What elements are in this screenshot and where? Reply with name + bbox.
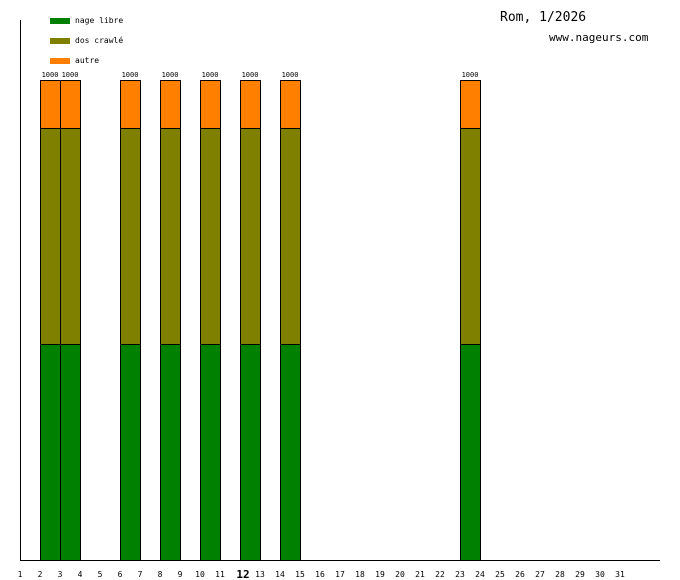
x-tick-label-day-19: 19: [375, 570, 385, 579]
x-tick-label-day-23: 23: [455, 570, 465, 579]
x-tick-label-day-1: 1: [18, 570, 23, 579]
x-tick-labels: 1 2 3 4 5 6 7 8 9 10 11 12 13 14 15 16 17 18 19 20 21 22 23 24 2…: [18, 568, 625, 580]
chart-title: Rom, 1/2026: [500, 10, 587, 25]
bar-segment-day-3-autre: [60, 80, 81, 129]
x-tick-label-day-8: 8: [158, 570, 163, 579]
x-tick-label-day-13: 13: [255, 570, 265, 579]
legend-label: nage libre: [75, 16, 124, 25]
x-tick-label-day-5: 5: [98, 570, 103, 579]
bars: [40, 80, 481, 561]
x-tick-label-day-20: 20: [395, 570, 405, 579]
bar-segment-day-8-autre: [160, 80, 181, 129]
total-label-day-3: 1000: [62, 71, 79, 79]
bar-segment-day-8-nage-libre: [160, 344, 181, 561]
total-label-day-14: 1000: [282, 71, 299, 79]
bar-segment-day-8-dos-crawl-: [160, 128, 181, 345]
total-label-day-6: 1000: [122, 71, 139, 79]
x-tick-label-day-3: 3: [58, 570, 63, 579]
x-tick-label-day-29: 29: [575, 570, 585, 579]
x-tick-label-day-28: 28: [555, 570, 565, 579]
bar-segment-day-12-autre: [240, 80, 261, 129]
x-tick-label-day-9: 9: [178, 570, 183, 579]
x-tick-label-day-6: 6: [118, 570, 123, 579]
legend-item-nage-libre: nage libre: [50, 16, 170, 30]
bar-segment-day-6-nage-libre: [120, 344, 141, 561]
x-tick-label-day-2: 2: [38, 570, 43, 579]
bar-segment-day-6-dos-crawl-: [120, 128, 141, 345]
legend-swatch: [50, 58, 70, 64]
x-tick-label-day-21: 21: [415, 570, 425, 579]
bar-segment-day-12-nage-libre: [240, 344, 261, 561]
x-tick-label-day-24: 24: [475, 570, 485, 579]
bar-segment-day-10-nage-libre: [200, 344, 221, 561]
bar-segment-day-14-autre: [280, 80, 301, 129]
x-tick-label-day-4: 4: [78, 570, 83, 579]
bar-segment-day-2-nage-libre: [40, 344, 61, 561]
bar-segment-day-2-autre: [40, 80, 61, 129]
bar-segment-day-14-dos-crawl-: [280, 128, 301, 345]
bar-segment-day-23-nage-libre: [460, 344, 481, 561]
bar-segment-day-6-autre: [120, 80, 141, 129]
bar-segment-day-3-nage-libre: [60, 344, 81, 561]
x-tick-label-day-22: 22: [435, 570, 445, 579]
bar-segment-day-2-dos-crawl-: [40, 128, 61, 345]
x-tick-label-day-26: 26: [515, 570, 525, 579]
x-tick-label-day-31: 31: [615, 570, 625, 579]
legend-label: dos crawlé: [75, 36, 124, 45]
x-tick-label-day-10: 10: [195, 570, 205, 579]
chart-subtitle: www.nageurs.com: [549, 31, 649, 44]
legend-swatch: [50, 38, 70, 44]
x-tick-label-day-16: 16: [315, 570, 325, 579]
total-label-day-12: 1000: [242, 71, 259, 79]
legend-item-autre: autre: [50, 56, 170, 70]
legend-item-dos-crawle: dos crawlé: [50, 36, 170, 50]
x-tick-label-day-18: 18: [355, 570, 365, 579]
total-labels: 1000 1000 1000 1000 1000 1000 1000 1000: [42, 71, 479, 79]
total-label-day-8: 1000: [162, 71, 179, 79]
bar-segment-day-14-nage-libre: [280, 344, 301, 561]
legend-swatch: [50, 18, 70, 24]
bar-segment-day-12-dos-crawl-: [240, 128, 261, 345]
total-label-day-23: 1000: [462, 71, 479, 79]
bar-segment-day-23-autre: [460, 80, 481, 129]
x-tick-label-day-11: 11: [215, 570, 225, 579]
x-tick-label-day-27: 27: [535, 570, 545, 579]
x-tick-label-day-30: 30: [595, 570, 605, 579]
x-tick-label-day-17: 17: [335, 570, 345, 579]
bar-segment-day-10-dos-crawl-: [200, 128, 221, 345]
legend-label: autre: [75, 56, 100, 65]
x-tick-label-day-12: 12: [236, 568, 249, 580]
bar-segment-day-3-dos-crawl-: [60, 128, 81, 345]
x-tick-label-day-7: 7: [138, 570, 143, 579]
bar-segment-day-23-dos-crawl-: [460, 128, 481, 345]
bar-segment-day-10-autre: [200, 80, 221, 129]
x-tick-label-day-25: 25: [495, 570, 505, 579]
x-tick-label-day-15: 15: [295, 570, 305, 579]
total-label-day-2: 1000: [42, 71, 59, 79]
total-label-day-10: 1000: [202, 71, 219, 79]
x-tick-label-day-14: 14: [275, 570, 285, 579]
